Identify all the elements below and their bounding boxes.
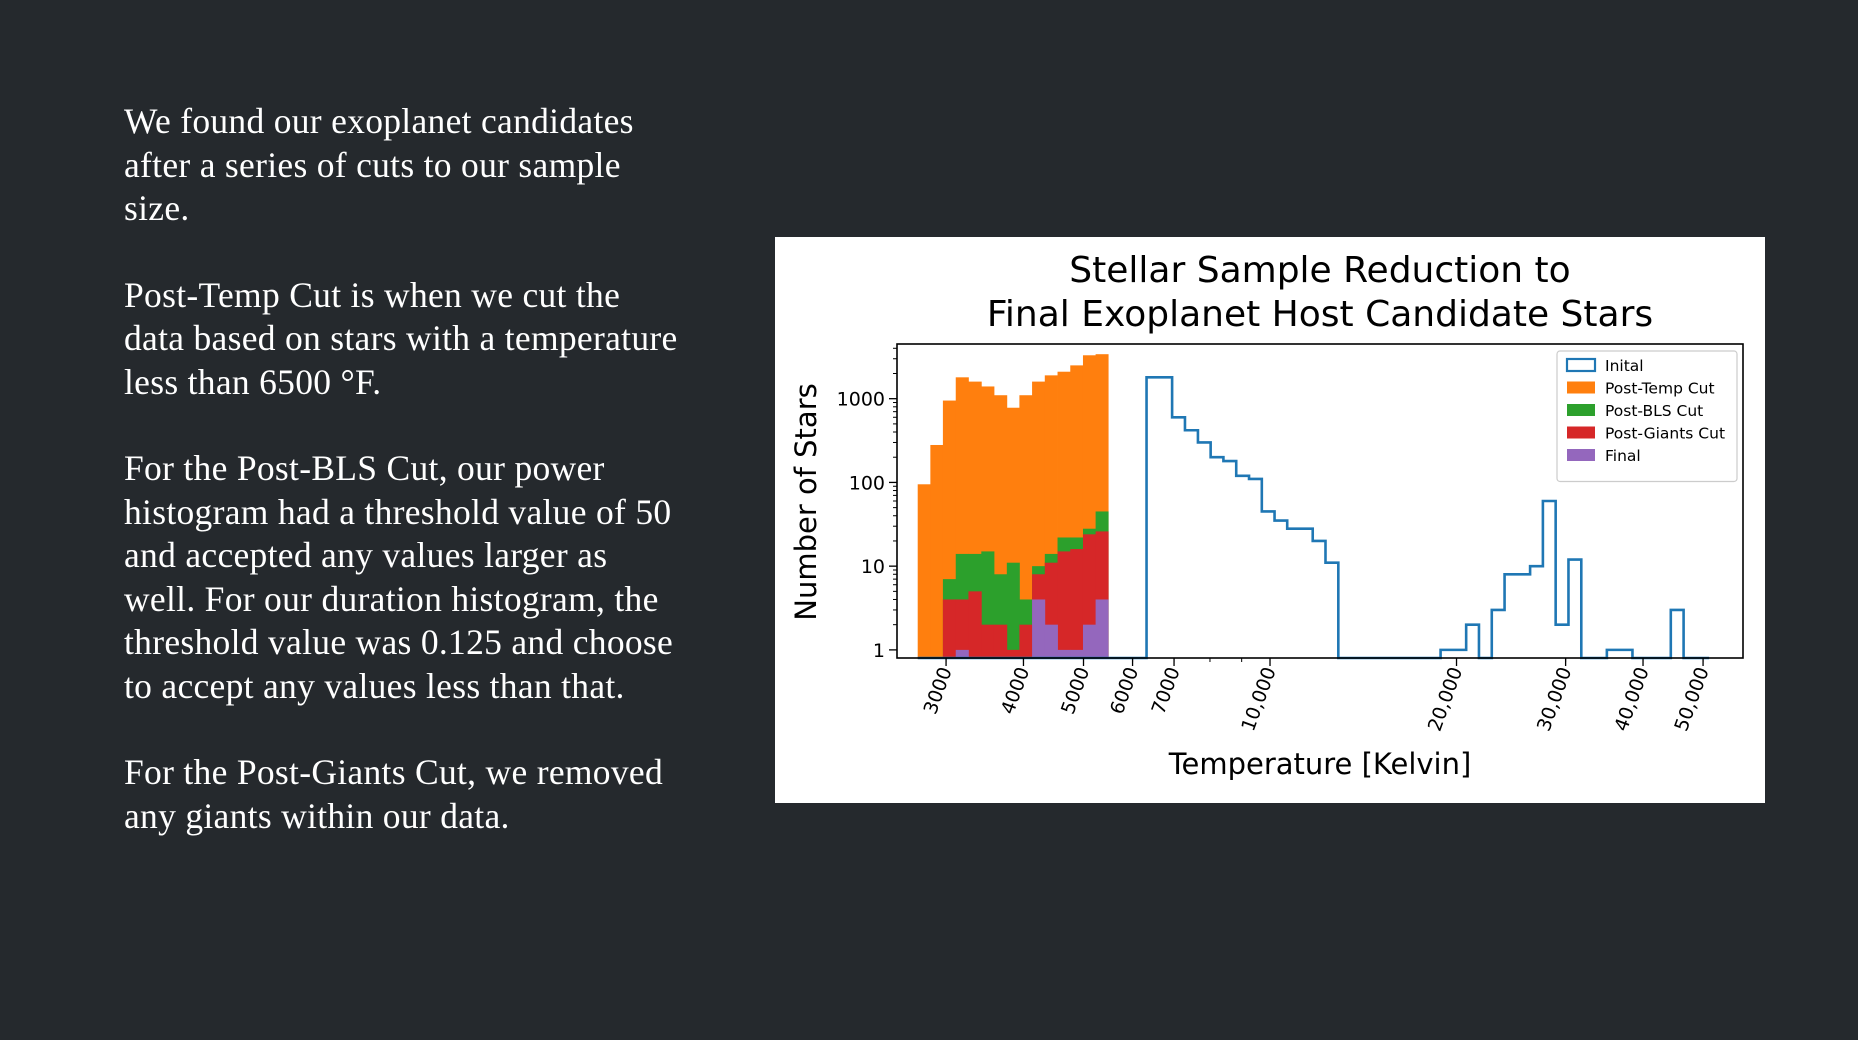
- x-tick-label: 7000: [1148, 664, 1185, 717]
- post-temp-cut-paragraph: Post-Temp Cut is when we cut the data ba…: [124, 274, 678, 402]
- histogram-bar: [1019, 624, 1033, 658]
- description-text-column: We found our exoplanet candidates after …: [124, 100, 684, 881]
- chart-title-line-2: Final Exoplanet Host Candidate Stars: [987, 294, 1653, 335]
- histogram-bar: [1057, 551, 1071, 658]
- histogram-bar: [1006, 562, 1020, 658]
- legend-label-post-giants-cut: Post-Giants Cut: [1605, 425, 1725, 443]
- final-series: [955, 599, 1109, 658]
- post-bls-cut-paragraph: For the Post-BLS Cut, our power histogra…: [124, 448, 674, 706]
- histogram-bar: [1019, 395, 1033, 658]
- histogram-bar: [1070, 649, 1084, 658]
- histogram-bar: [1070, 549, 1084, 658]
- y-axis-label: Number of Stars: [789, 383, 823, 620]
- y-tick-label: 100: [849, 472, 885, 494]
- legend-swatch-post-giants-cut: [1567, 426, 1595, 439]
- y-tick-label: 1000: [837, 389, 885, 411]
- legend-box: [1556, 350, 1738, 483]
- x-tick-label: 10,000: [1237, 664, 1280, 734]
- histogram-bar: [981, 624, 995, 658]
- histogram-bars: [917, 354, 1710, 660]
- chart-title-line-1: Stellar Sample Reduction to: [1069, 250, 1570, 291]
- histogram-chart: Stellar Sample Reduction to Final Exopla…: [789, 250, 1744, 781]
- legend-label-post-temp-cut: Post-Temp Cut: [1605, 380, 1715, 398]
- histogram-bar: [1082, 624, 1097, 658]
- histogram-bar: [942, 599, 957, 658]
- x-tick-label: 20,000: [1424, 664, 1467, 734]
- legend-label-inital: Inital: [1605, 357, 1644, 375]
- y-tick-label: 10: [861, 556, 885, 578]
- legend-swatch-final: [1567, 449, 1595, 461]
- histogram-bar: [968, 591, 982, 658]
- histogram-bar: [1044, 624, 1058, 658]
- histogram-bar: [955, 649, 969, 658]
- x-tick-label: 40,000: [1610, 664, 1653, 734]
- post-giants-cut-paragraph: For the Post-Giants Cut, we removed any …: [124, 752, 663, 836]
- legend-swatch-post-bls-cut: [1567, 404, 1595, 416]
- histogram-bar: [955, 599, 969, 658]
- histogram-bar: [993, 624, 1008, 658]
- chart-panel: Stellar Sample Reduction to Final Exopla…: [775, 237, 1765, 803]
- histogram-bar: [1095, 599, 1109, 658]
- x-axis-label: Temperature [Kelvin]: [1168, 747, 1472, 781]
- x-tick-label: 4000: [997, 664, 1034, 717]
- chart-legend: Inital Post-Temp Cut Post-BLS Cut Post-Gian…: [1556, 350, 1738, 483]
- legend-swatch-inital: [1565, 357, 1597, 373]
- x-tick-label: 3000: [920, 664, 957, 717]
- intro-paragraph: We found our exoplanet candidates after …: [124, 101, 634, 228]
- x-tick-label: 5000: [1057, 664, 1094, 717]
- x-tick-label: 50,000: [1670, 664, 1713, 734]
- histogram-bar: [930, 444, 944, 658]
- histogram-bar: [1057, 649, 1071, 658]
- legend-label-post-bls-cut: Post-BLS Cut: [1605, 402, 1703, 420]
- x-tick-label: 6000: [1106, 664, 1143, 717]
- y-tick-label: 1: [873, 640, 885, 662]
- legend-label-final: Final: [1605, 447, 1641, 465]
- histogram-bar: [1006, 649, 1020, 658]
- legend-swatch-post-temp-cut: [1567, 381, 1595, 394]
- histogram-bar: [1032, 599, 1046, 658]
- histogram-bar: [917, 484, 931, 658]
- x-tick-label: 30,000: [1533, 664, 1576, 734]
